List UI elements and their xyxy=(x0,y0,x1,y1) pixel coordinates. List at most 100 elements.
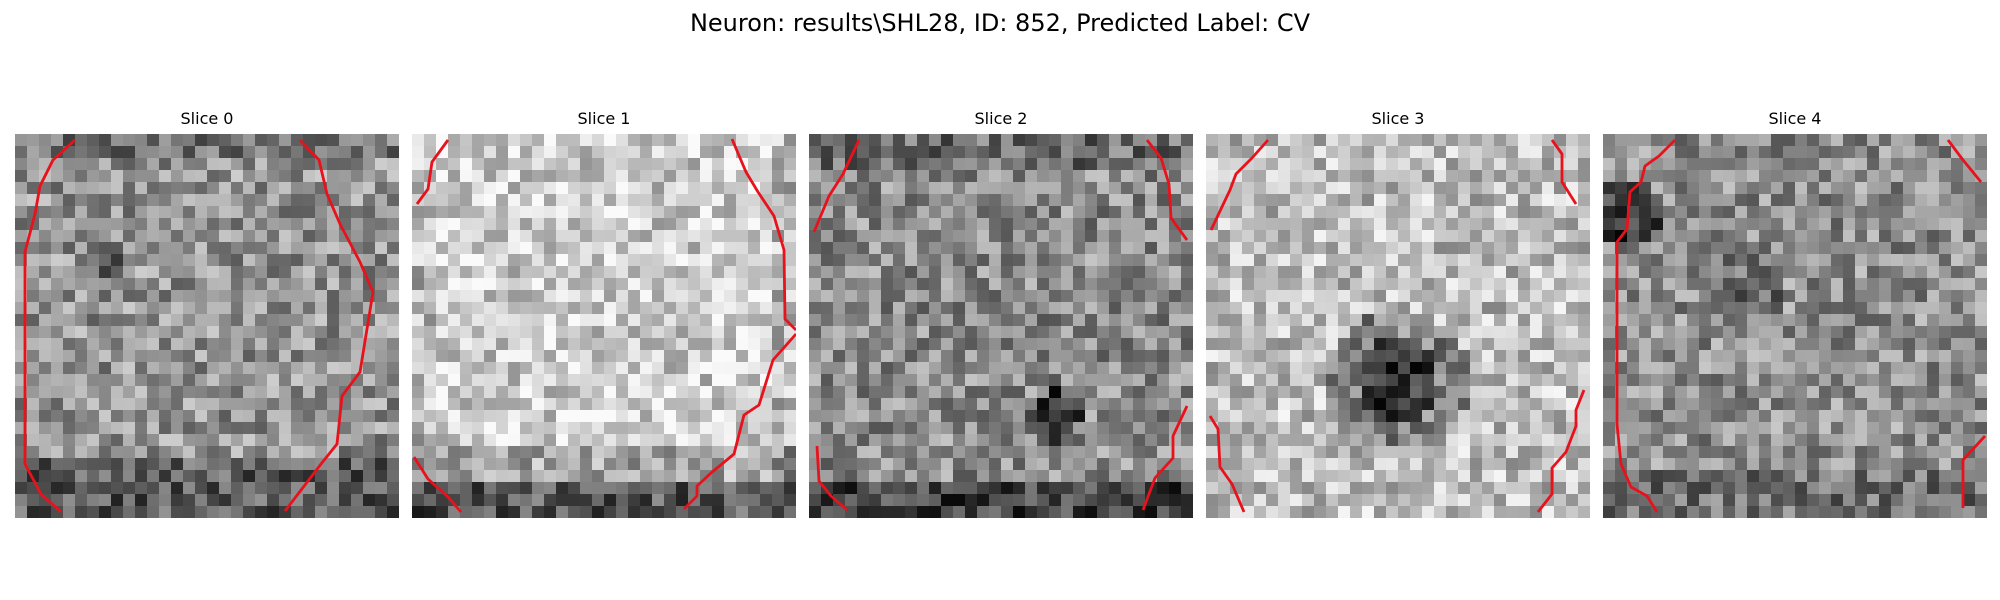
pixel-cell xyxy=(75,470,88,483)
pixel-cell xyxy=(424,350,437,363)
pixel-cell xyxy=(1819,206,1832,219)
pixel-cell xyxy=(1542,254,1555,267)
pixel-cell xyxy=(1518,362,1531,375)
pixel-cell xyxy=(27,446,40,459)
pixel-cell xyxy=(628,374,641,387)
pixel-cell xyxy=(460,326,473,339)
pixel-cell xyxy=(267,470,280,483)
pixel-cell xyxy=(1506,146,1519,159)
pixel-cell xyxy=(917,302,930,315)
pixel-cell xyxy=(1386,482,1399,495)
pixel-cell xyxy=(1398,506,1411,518)
pixel-cell xyxy=(532,434,545,447)
pixel-cell xyxy=(1615,218,1628,231)
pixel-cell xyxy=(1867,326,1880,339)
pixel-cell xyxy=(1843,218,1856,231)
pixel-cell xyxy=(857,446,870,459)
pixel-cell xyxy=(532,410,545,423)
pixel-cell xyxy=(784,182,796,195)
pixel-cell xyxy=(303,422,316,435)
pixel-cell xyxy=(1266,338,1279,351)
pixel-cell xyxy=(123,182,136,195)
pixel-cell xyxy=(1266,194,1279,207)
pixel-cell xyxy=(1037,482,1050,495)
pixel-cell xyxy=(1639,326,1652,339)
pixel-cell xyxy=(1121,242,1134,255)
pixel-cell xyxy=(1446,482,1459,495)
pixel-cell xyxy=(760,278,773,291)
pixel-cell xyxy=(929,422,942,435)
pixel-cell xyxy=(1049,506,1062,518)
pixel-cell xyxy=(484,338,497,351)
pixel-cell xyxy=(27,350,40,363)
pixel-cell xyxy=(977,278,990,291)
pixel-cell xyxy=(580,410,593,423)
pixel-cell xyxy=(1350,326,1363,339)
pixel-cell xyxy=(881,302,894,315)
pixel-cell xyxy=(1675,386,1688,399)
slice-panel-1: Slice 1 xyxy=(412,108,796,526)
pixel-cell xyxy=(339,434,352,447)
pixel-cell xyxy=(1025,374,1038,387)
pixel-cell xyxy=(628,410,641,423)
pixel-cell xyxy=(893,266,906,279)
pixel-cell xyxy=(171,266,184,279)
pixel-cell xyxy=(87,410,100,423)
pixel-cell xyxy=(881,434,894,447)
pixel-cell xyxy=(893,206,906,219)
pixel-cell xyxy=(1037,410,1050,423)
pixel-cell xyxy=(231,230,244,243)
pixel-cell xyxy=(1735,242,1748,255)
pixel-cell xyxy=(1975,206,1987,219)
pixel-cell xyxy=(135,338,148,351)
pixel-cell xyxy=(616,410,629,423)
pixel-cell xyxy=(1278,290,1291,303)
pixel-cell xyxy=(1073,194,1086,207)
pixel-cell xyxy=(1915,338,1928,351)
pixel-cell xyxy=(1242,134,1255,147)
pixel-cell xyxy=(267,206,280,219)
pixel-cell xyxy=(616,338,629,351)
pixel-cell xyxy=(1338,278,1351,291)
pixel-cell xyxy=(1867,446,1880,459)
pixel-cell xyxy=(1254,434,1267,447)
pixel-cell xyxy=(917,278,930,291)
pixel-cell xyxy=(460,230,473,243)
pixel-cell xyxy=(1566,230,1579,243)
pixel-cell xyxy=(1494,410,1507,423)
pixel-cell xyxy=(676,362,689,375)
pixel-cell xyxy=(1783,254,1796,267)
pixel-cell xyxy=(1314,470,1327,483)
pixel-cell xyxy=(87,446,100,459)
pixel-cell xyxy=(1494,266,1507,279)
pixel-cell xyxy=(1867,158,1880,171)
pixel-cell xyxy=(893,194,906,207)
pixel-cell xyxy=(147,470,160,483)
pixel-cell xyxy=(123,386,136,399)
pixel-cell xyxy=(1867,350,1880,363)
pixel-cell xyxy=(1145,458,1158,471)
pixel-cell xyxy=(1446,146,1459,159)
pixel-cell xyxy=(1109,266,1122,279)
pixel-cell xyxy=(1314,254,1327,267)
pixel-cell xyxy=(592,326,605,339)
pixel-cell xyxy=(712,242,725,255)
pixel-cell xyxy=(1458,458,1471,471)
pixel-cell xyxy=(1398,170,1411,183)
pixel-cell xyxy=(676,302,689,315)
pixel-cell xyxy=(1422,362,1435,375)
pixel-cell xyxy=(1374,278,1387,291)
pixel-cell xyxy=(1013,350,1026,363)
pixel-cell xyxy=(1434,506,1447,518)
pixel-cell xyxy=(1422,422,1435,435)
pixel-cell xyxy=(556,482,569,495)
pixel-cell xyxy=(1939,362,1952,375)
pixel-cell xyxy=(784,170,796,183)
pixel-cell xyxy=(327,338,340,351)
pixel-cell xyxy=(1675,170,1688,183)
pixel-cell xyxy=(496,302,509,315)
pixel-cell xyxy=(905,326,918,339)
pixel-cell xyxy=(1121,386,1134,399)
pixel-cell xyxy=(1097,386,1110,399)
pixel-cell xyxy=(27,398,40,411)
